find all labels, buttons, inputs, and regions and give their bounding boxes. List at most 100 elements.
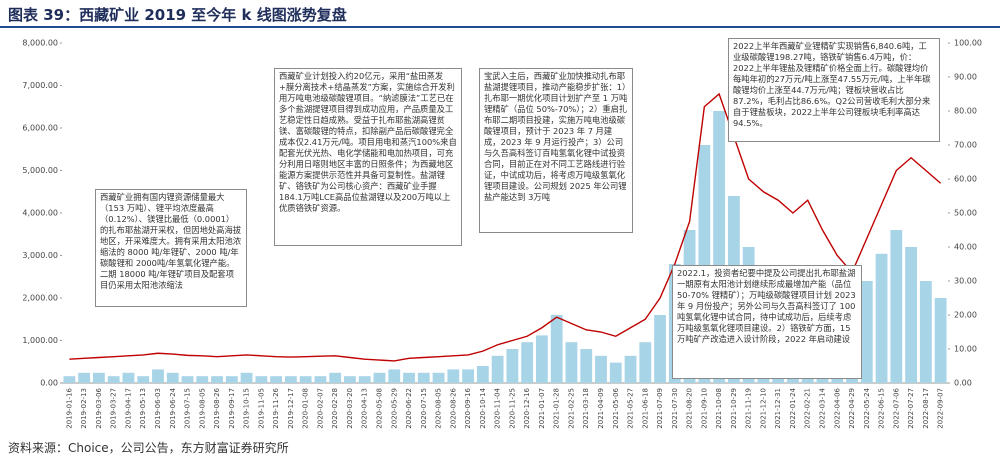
volume-bar (447, 369, 460, 383)
y-tick-label: 4,000.00 (22, 209, 58, 218)
x-tick-label: 2022-05-24 (863, 387, 871, 428)
x-tick-label: 2022-03-14 (818, 387, 826, 428)
x-tick-label: 2021-10-08 (715, 388, 723, 429)
x-tick-label: 2020-10-14 (479, 387, 487, 428)
volume-bar (713, 111, 726, 383)
x-tick-label: 2019-08-26 (213, 387, 221, 428)
x-tick-label: 2020-02-28 (331, 388, 339, 429)
x-tick-label: 2022-02-21 (804, 388, 812, 429)
x-tick-label: 2022-07-27 (907, 388, 915, 429)
x-tick-label: 2020-07-15 (420, 388, 428, 429)
x-tick-label: 2019-12-17 (287, 388, 295, 429)
x-tick-label: 2021-05-27 (627, 388, 635, 429)
volume-bar (491, 355, 504, 383)
x-tick-label: 2021-06-18 (641, 388, 649, 429)
x-tick-label: 2021-09-10 (700, 388, 708, 429)
y2-tick-label: 90.00 (954, 73, 977, 82)
y2-tick-label: 0.00 (954, 379, 972, 388)
volume-bar (609, 362, 622, 383)
volume-bar (314, 376, 327, 383)
y-tick-label: 8,000.00 (22, 39, 58, 48)
x-tick-label: 2022-08-17 (922, 388, 930, 429)
volume-bar (698, 145, 711, 383)
x-tick-label: 2020-11-04 (494, 387, 502, 428)
volume-bar (181, 376, 194, 383)
x-tick-label: 2020-01-08 (302, 388, 310, 429)
y2-tick-label: 20.00 (954, 311, 977, 320)
x-tick-label: 2020-06-22 (405, 388, 413, 429)
x-tick-label: 2021-12-10 (759, 388, 767, 429)
volume-bar (388, 369, 401, 383)
x-tick-label: 2021-01-07 (538, 388, 546, 429)
x-tick-label: 2020-05-08 (375, 388, 383, 429)
x-tick-label: 2020-11-25 (508, 388, 516, 429)
x-tick-label: 2019-08-05 (198, 388, 206, 429)
x-tick-label: 2021-04-09 (597, 388, 605, 429)
volume-bar (329, 372, 342, 383)
source: 资料来源：Choice，公司公告，东方财富证券研究所 (8, 441, 289, 455)
annotation: 2022上半年西藏矿业锂精矿实现销售6,840.6吨，工业级碳酸锂198.27吨… (728, 38, 940, 142)
volume-bar (580, 349, 593, 383)
volume-bar (270, 376, 283, 383)
x-tick-label: 2019-01-16 (65, 387, 73, 428)
y-tick-label: 6,000.00 (22, 124, 58, 133)
x-tick-label: 2019-03-06 (95, 387, 103, 428)
volume-bar (107, 376, 120, 383)
x-tick-label: 2021-02-25 (567, 388, 575, 429)
x-tick-label: 2020-08-05 (435, 388, 443, 429)
y-tick-label: 7,000.00 (22, 81, 58, 90)
volume-bar (299, 376, 312, 383)
y-tick-label: 3,000.00 (22, 251, 58, 260)
volume-bar (476, 366, 489, 383)
x-tick-label: 2021-05-06 (612, 387, 620, 428)
x-tick-label: 2022-04-29 (848, 388, 856, 429)
x-tick-label: 2021-08-20 (686, 388, 694, 429)
volume-bar (255, 376, 268, 383)
x-tick-label: 2021-10-29 (730, 388, 738, 429)
y2-tick-label: 100.00 (954, 39, 982, 48)
x-tick-label: 2019-11-05 (257, 388, 265, 429)
x-tick-label: 2020-09-16 (464, 387, 472, 428)
volume-bar (284, 376, 297, 383)
x-tick-label: 2021-01-28 (553, 388, 561, 429)
volume-bar (432, 372, 445, 383)
x-tick-label: 2022-01-24 (789, 387, 797, 428)
volume-bar (565, 342, 578, 383)
y2-tick-label: 60.00 (954, 175, 977, 184)
volume-bar (240, 372, 253, 383)
title: 图表 39：西藏矿业 2019 至今年 k 线图涨势复盘 (8, 6, 347, 24)
x-tick-label: 2021-07-30 (671, 388, 679, 429)
volume-bar (595, 355, 607, 383)
volume-bar (462, 369, 474, 383)
y-tick-label: 1,000.00 (22, 336, 58, 345)
x-tick-label: 2019-05-13 (139, 388, 147, 429)
volume-bar (373, 372, 386, 383)
y-tick-label: 5,000.00 (22, 166, 58, 175)
x-tick-label: 2021-11-19 (745, 388, 753, 429)
y2-tick-label: 10.00 (954, 345, 977, 354)
volume-bar (225, 376, 238, 383)
volume-bar (550, 315, 563, 383)
x-tick-label: 2021-03-18 (582, 388, 590, 429)
volume-bar (152, 369, 164, 383)
volume-bar (211, 376, 223, 383)
volume-bar (122, 372, 135, 383)
volume-bar (166, 372, 179, 383)
volume-bar (93, 372, 105, 383)
price-line (69, 92, 942, 362)
volume-bar (521, 342, 534, 383)
volume-bar (344, 376, 356, 383)
volume-bar (536, 335, 548, 383)
x-tick-label: 2020-04-13 (361, 388, 369, 429)
y2-tick-label: 70.00 (954, 141, 977, 150)
x-tick-label: 2022-09-07 (937, 388, 945, 429)
x-tick-label: 2019-11-26 (272, 387, 280, 428)
volume-bar (890, 230, 903, 383)
volume-bar (417, 372, 430, 383)
volume-bar (137, 376, 150, 383)
x-tick-label: 2022-06-15 (878, 388, 886, 429)
volume-bar (639, 342, 652, 383)
volume-bar (63, 376, 76, 383)
volume-bar (875, 253, 888, 383)
